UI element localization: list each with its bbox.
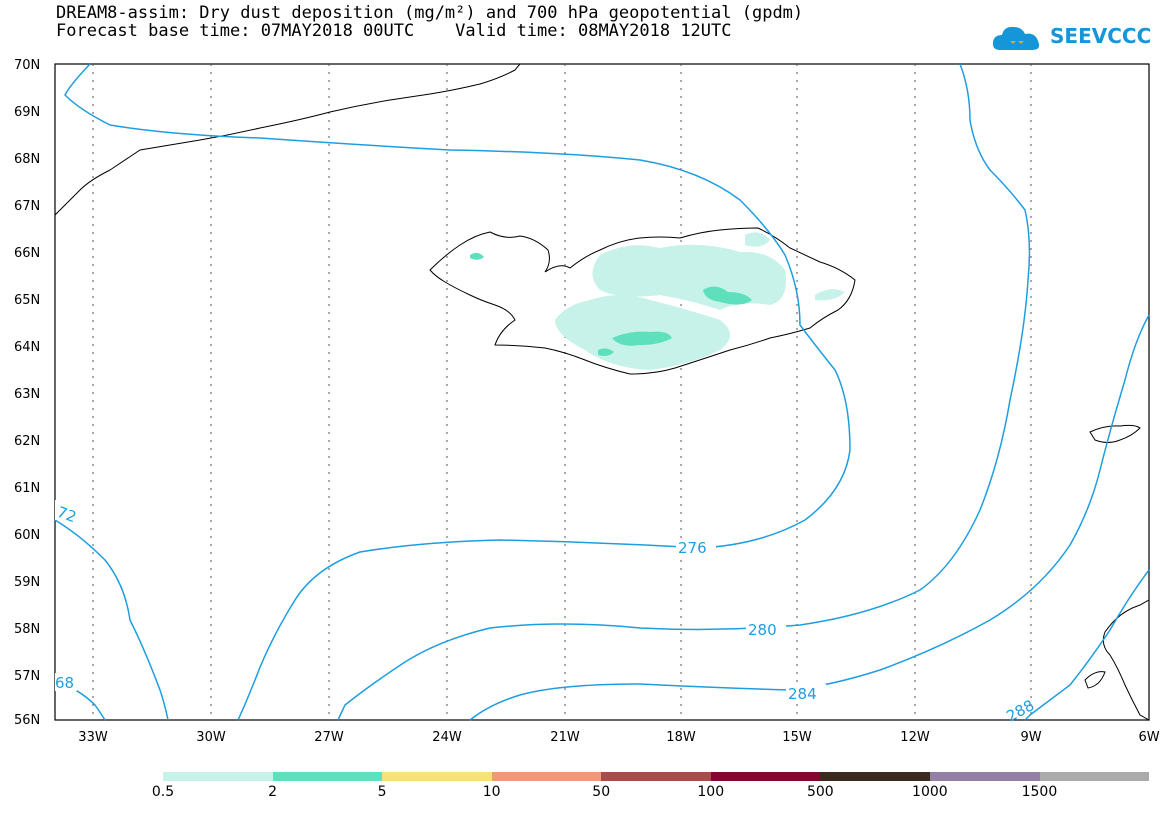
legend-swatch <box>710 772 821 781</box>
legend-label: 1500 <box>1021 784 1058 800</box>
gridlines <box>92 64 1032 720</box>
logo-text: SEEVCCC <box>1050 24 1152 48</box>
legend-label: 0.5 <box>151 784 175 800</box>
lat-labels: 70N 69N 68N 67N 66N 65N 64N 63N 62N 61N … <box>14 58 40 728</box>
contour-label: 72 <box>55 503 79 526</box>
lat-label: 56N <box>14 713 40 728</box>
contour-labels: 276 280 284 288 72 68 <box>55 500 1037 726</box>
legend-label: 100 <box>697 784 725 800</box>
legend-swatch <box>382 772 492 781</box>
lat-label: 63N <box>14 387 40 402</box>
lat-label: 61N <box>14 481 40 496</box>
legend-label: 2 <box>268 784 278 800</box>
legend-label: 1000 <box>912 784 948 800</box>
legend-label: 50 <box>592 784 611 800</box>
lat-label: 65N <box>14 293 40 308</box>
map-title: DREAM8-assim: Dry dust deposition (mg/m²… <box>56 3 804 23</box>
legend-swatch <box>1039 772 1150 781</box>
color-legend <box>163 772 1150 781</box>
lon-label: 12W <box>900 730 930 745</box>
legend-label: 5 <box>377 784 387 800</box>
lat-label: 58N <box>14 622 40 637</box>
dust-deposition-areas <box>470 232 845 370</box>
lon-label: 33W <box>78 730 108 745</box>
lat-label: 67N <box>14 199 40 214</box>
lat-label: 62N <box>14 434 40 449</box>
lat-label: 70N <box>14 58 40 73</box>
lon-label: 24W <box>432 730 462 745</box>
legend-label: 500 <box>806 784 834 800</box>
lon-labels: 33W 30W 27W 24W 21W 18W 15W 12W 9W 6W <box>78 730 1159 745</box>
coastlines <box>54 63 1150 721</box>
lat-label: 57N <box>14 669 40 684</box>
lon-label: 9W <box>1020 730 1041 745</box>
legend-swatch <box>820 772 930 781</box>
contour-label: 280 <box>748 621 777 639</box>
lon-label: 21W <box>550 730 580 745</box>
lon-label: 27W <box>314 730 344 745</box>
lon-label: 18W <box>666 730 696 745</box>
lon-label: 30W <box>196 730 226 745</box>
lat-label: 68N <box>14 152 40 167</box>
legend-swatch <box>491 772 602 781</box>
map-subtitle: Forecast base time: 07MAY2018 00UTC Vali… <box>56 21 732 41</box>
lon-label: 6W <box>1138 730 1159 745</box>
map-frame <box>54 63 1150 721</box>
lat-label: 60N <box>14 528 40 543</box>
contour-label: 68 <box>55 674 74 692</box>
legend-swatch <box>929 772 1040 781</box>
lat-label: 69N <box>14 105 40 120</box>
cloud-logo-icon <box>992 26 1040 50</box>
contour-label: 276 <box>678 539 707 557</box>
legend-swatch <box>601 772 711 781</box>
geopotential-contours <box>54 63 1150 721</box>
contour-label: 284 <box>788 685 817 703</box>
lat-label: 64N <box>14 340 40 355</box>
legend-label: 10 <box>482 784 501 800</box>
contour-label: 288 <box>1003 696 1037 725</box>
legend-swatch <box>163 772 273 781</box>
lat-label: 59N <box>14 575 40 590</box>
lon-label: 15W <box>782 730 812 745</box>
lat-label: 66N <box>14 246 40 261</box>
legend-swatch <box>272 772 383 781</box>
